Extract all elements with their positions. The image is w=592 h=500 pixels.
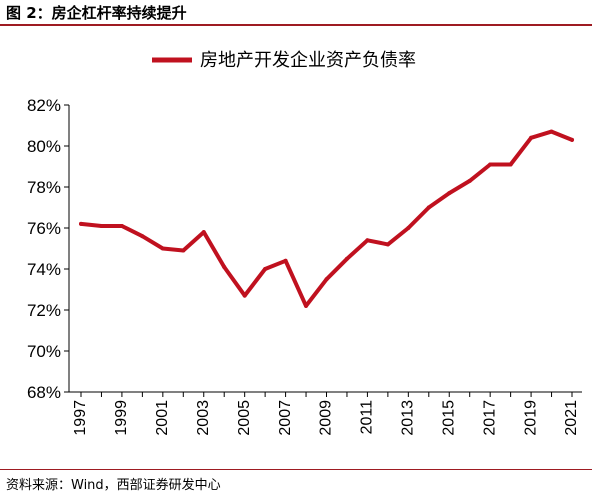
data-point: [283, 258, 288, 263]
x-tick-label: 1999: [113, 400, 130, 436]
data-point: [508, 162, 513, 167]
x-tick-label: 2017: [481, 400, 498, 436]
top-rule: [0, 24, 592, 26]
y-tick-label: 78%: [27, 178, 61, 197]
data-point: [406, 226, 411, 230]
x-tick-label: 2015: [440, 400, 457, 436]
y-tick-label: 70%: [27, 342, 61, 361]
data-point: [119, 223, 124, 228]
legend-label: 房地产开发企业资产负债率: [200, 50, 416, 71]
data-point: [447, 191, 452, 196]
x-tick-label: 2001: [154, 400, 171, 436]
data-point: [344, 256, 349, 261]
data-point: [570, 137, 574, 142]
y-tick-label: 76%: [27, 219, 61, 238]
y-tick-label: 80%: [27, 137, 61, 156]
x-tick-label: 2007: [277, 400, 294, 436]
x-tick-label: 2011: [359, 400, 376, 435]
x-axis: 1997 1999 2001 2003 2005 2007 2009 2011 2013 2015…: [69, 391, 582, 436]
data-point: [467, 178, 472, 183]
data-point: [426, 205, 431, 210]
y-tick-label: 68%: [27, 383, 61, 402]
data-point: [529, 135, 534, 140]
y-tick-label: 72%: [27, 301, 61, 320]
line-chart: 房地产开发企业资产负债率 68% 70% 72% 74% 76% 78% 80% 82% 19…: [27, 50, 582, 436]
x-tick-label: 2019: [522, 400, 539, 436]
data-point: [140, 234, 145, 239]
data-point: [160, 246, 165, 251]
plot-area: [79, 129, 574, 308]
data-point: [324, 277, 329, 282]
data-point: [304, 303, 309, 308]
y-tick-label: 74%: [27, 260, 61, 279]
y-axis: 68% 70% 72% 74% 76% 78% 80% 82%: [27, 96, 70, 402]
x-tick-label: 2021: [563, 400, 580, 436]
data-point: [201, 230, 206, 235]
data-point: [385, 242, 390, 247]
data-point: [222, 264, 227, 269]
data-point: [365, 238, 370, 243]
data-point: [242, 293, 247, 298]
x-tick-label: 2013: [400, 400, 417, 436]
data-point: [181, 248, 186, 253]
data-point: [488, 162, 493, 167]
figure-title: 图 2：房企杠杆率持续提升: [6, 4, 187, 22]
bottom-rule: [0, 469, 592, 470]
legend: 房地产开发企业资产负债率: [152, 50, 416, 71]
y-tick-label: 82%: [27, 96, 61, 115]
x-tick-label: 1997: [72, 400, 89, 436]
data-point: [99, 223, 104, 228]
data-point: [549, 129, 554, 134]
data-point: [79, 221, 83, 226]
data-point: [263, 267, 268, 271]
x-tick-label: 2005: [236, 400, 253, 436]
x-tick-label: 2003: [195, 400, 212, 436]
source-note: 资料来源：Wind，西部证券研发中心: [6, 478, 221, 493]
x-tick-label: 2009: [318, 400, 335, 436]
